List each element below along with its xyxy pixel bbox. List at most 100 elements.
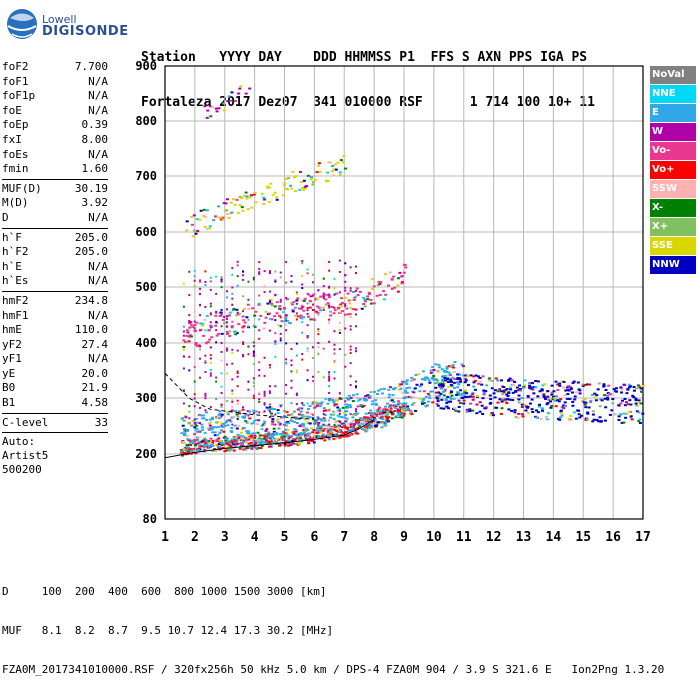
echo-point bbox=[220, 422, 223, 425]
echo-point bbox=[227, 314, 231, 317]
echo-point bbox=[317, 427, 321, 430]
echo-point bbox=[457, 383, 461, 386]
echo-point bbox=[231, 389, 234, 392]
echo-point bbox=[464, 379, 468, 382]
echo-point bbox=[231, 400, 234, 403]
echo-point bbox=[450, 380, 454, 383]
echo-point bbox=[339, 397, 343, 400]
echo-point bbox=[316, 425, 320, 428]
echo-point bbox=[271, 420, 275, 423]
echo-point bbox=[279, 339, 282, 342]
echo-point bbox=[299, 307, 303, 310]
echo-point bbox=[421, 402, 425, 405]
echo-point bbox=[373, 399, 377, 402]
echo-point bbox=[456, 386, 460, 389]
echo-point bbox=[484, 390, 488, 393]
x-tick-label: 12 bbox=[486, 530, 502, 545]
echo-point bbox=[299, 410, 303, 413]
echo-point bbox=[490, 380, 494, 383]
echo-point bbox=[591, 420, 595, 423]
echo-point bbox=[295, 302, 298, 305]
echo-point bbox=[262, 434, 266, 437]
echo-point bbox=[288, 322, 292, 325]
echo-point bbox=[514, 415, 518, 418]
echo-point bbox=[283, 423, 287, 426]
echo-point bbox=[628, 399, 632, 402]
echo-point bbox=[499, 412, 503, 415]
echo-point bbox=[418, 385, 422, 388]
echo-point bbox=[215, 320, 218, 323]
echo-point bbox=[234, 410, 238, 413]
echo-point bbox=[317, 328, 320, 331]
echo-point bbox=[247, 318, 250, 321]
echo-point bbox=[464, 396, 468, 399]
echo-point bbox=[315, 436, 319, 439]
echo-point bbox=[263, 390, 266, 393]
echo-point bbox=[523, 404, 527, 407]
echo-point bbox=[204, 411, 208, 414]
echo-point bbox=[206, 109, 210, 112]
echo-point bbox=[245, 197, 249, 200]
echo-point bbox=[414, 409, 418, 412]
x-tick-label: 14 bbox=[546, 530, 562, 545]
echo-point bbox=[182, 282, 185, 285]
echo-point bbox=[402, 405, 406, 408]
echo-point bbox=[498, 398, 502, 401]
echo-point bbox=[267, 431, 271, 434]
echo-point bbox=[306, 402, 309, 405]
echo-point bbox=[328, 429, 332, 432]
echo-point bbox=[304, 436, 308, 439]
echo-point bbox=[432, 369, 436, 372]
echo-point bbox=[255, 446, 259, 449]
echo-point bbox=[194, 421, 198, 424]
echo-point bbox=[247, 380, 250, 383]
echo-point bbox=[271, 193, 275, 196]
echo-point bbox=[276, 418, 280, 421]
echo-point bbox=[583, 383, 587, 386]
echo-point bbox=[203, 318, 207, 321]
param-name: h`Es bbox=[2, 274, 29, 288]
echo-point bbox=[189, 441, 193, 444]
echo-point bbox=[333, 403, 337, 406]
echo-point bbox=[301, 317, 304, 320]
echo-point bbox=[290, 275, 293, 278]
echo-point bbox=[306, 272, 309, 275]
echo-point bbox=[549, 406, 553, 409]
echo-point bbox=[220, 441, 224, 444]
echo-point bbox=[228, 446, 232, 449]
echo-point bbox=[499, 379, 503, 382]
param-name: D bbox=[2, 210, 9, 224]
echo-point bbox=[236, 372, 239, 375]
echo-point bbox=[275, 301, 279, 304]
echo-point bbox=[328, 373, 331, 376]
echo-point bbox=[294, 190, 298, 193]
echo-point bbox=[605, 397, 609, 400]
echo-point bbox=[278, 444, 282, 447]
echo-point bbox=[264, 316, 268, 319]
echo-point bbox=[252, 380, 255, 383]
echo-point bbox=[435, 397, 439, 400]
echo-point bbox=[301, 262, 304, 265]
echo-point bbox=[217, 216, 221, 219]
echo-point bbox=[482, 391, 486, 394]
echo-point bbox=[276, 409, 280, 412]
echo-point bbox=[285, 296, 288, 299]
echo-point bbox=[268, 434, 272, 437]
echo-point bbox=[586, 412, 590, 415]
echo-point bbox=[225, 419, 228, 422]
echo-point bbox=[443, 376, 447, 379]
echo-point bbox=[217, 332, 221, 335]
legend-item: SSW bbox=[650, 180, 696, 198]
echo-point bbox=[274, 270, 277, 273]
divider bbox=[2, 412, 108, 414]
echo-point bbox=[251, 445, 255, 448]
echo-point bbox=[568, 397, 572, 400]
echo-point bbox=[334, 420, 338, 423]
echo-point bbox=[268, 403, 271, 406]
echo-point bbox=[225, 209, 229, 212]
echo-point bbox=[290, 187, 294, 190]
echo-point bbox=[414, 374, 418, 377]
echo-point bbox=[219, 218, 223, 221]
echo-point bbox=[609, 393, 613, 396]
echo-point bbox=[344, 420, 348, 423]
